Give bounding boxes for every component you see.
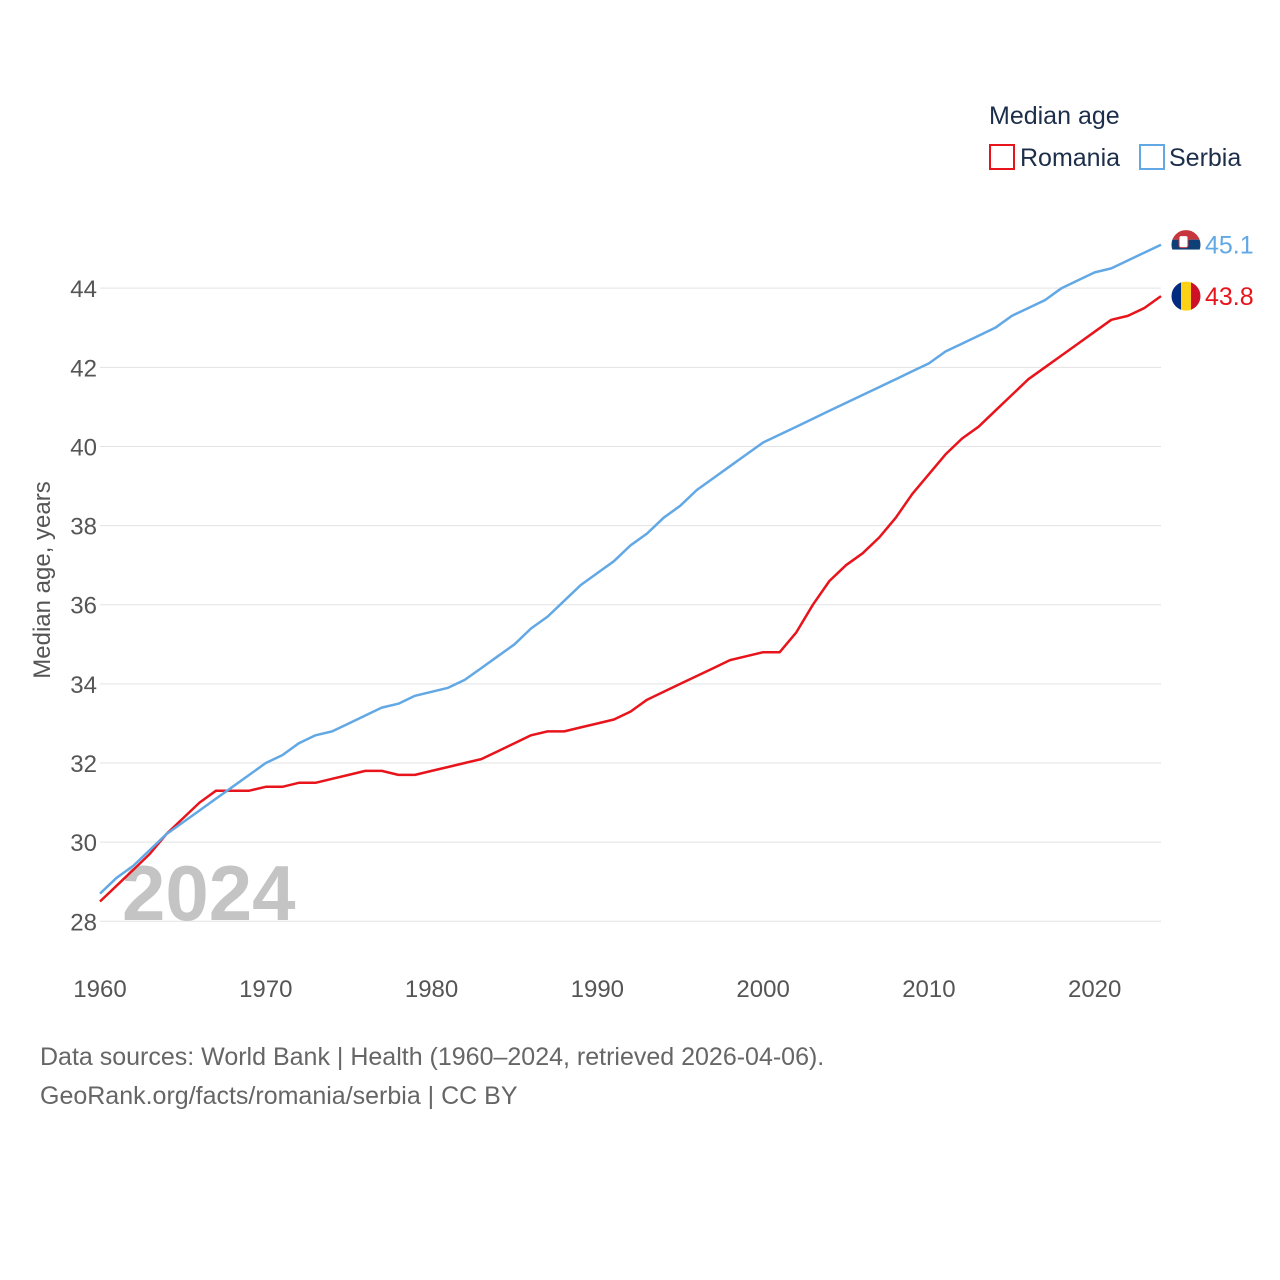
series-line-romania[interactable] [99,295,1162,903]
y-axis-title: Median age, years [29,481,56,678]
y-tick-label-42: 42 [70,355,97,382]
source-link[interactable]: GeoRank.org/facts/romania/serbia | CC BY [40,1082,518,1110]
series-lines [99,243,1162,903]
legend-title: Median age [989,102,1120,130]
legend: Median age Romania Serbia [989,102,1241,172]
romania-flag-icon [1170,280,1202,312]
end-value-label-serbia: 45.1 [1205,232,1254,260]
end-value-label-romania: 43.8 [1205,283,1254,311]
x-tick-label-1990: 1990 [571,976,624,1003]
x-tick-label-2020: 2020 [1068,976,1121,1003]
y-tick-label-28: 28 [70,909,97,936]
legend-swatch-romania [989,144,1015,170]
x-tick-label-1960: 1960 [73,976,126,1003]
x-axis-ticks: 1960 1970 1980 1990 2000 2010 2020 [73,976,1121,1003]
y-tick-label-44: 44 [70,276,97,303]
x-tick-label-2010: 2010 [902,976,955,1003]
y-tick-label-34: 34 [70,672,97,699]
y-tick-label-40: 40 [70,434,97,461]
x-tick-label-1970: 1970 [239,976,292,1003]
legend-label-serbia: Serbia [1169,144,1241,172]
legend-item-romania[interactable]: Romania [989,144,1120,172]
x-tick-label-2000: 2000 [736,976,789,1003]
y-tick-label-38: 38 [70,514,97,541]
year-watermark: 2024 [122,849,296,937]
y-tick-label-32: 32 [70,751,97,778]
y-tick-label-30: 30 [70,830,97,857]
serbia-flag-icon [1170,229,1202,261]
y-tick-label-36: 36 [70,593,97,620]
legend-item-serbia[interactable]: Serbia [1139,144,1241,172]
data-sources-note: Data sources: World Bank | Health (1960–… [40,1043,825,1071]
x-tick-label-1980: 1980 [405,976,458,1003]
gridlines [100,287,1161,922]
series-end-labels: 43.8 45.1 [1170,229,1254,312]
legend-swatch-serbia [1139,144,1165,170]
y-axis-ticks: 28 30 32 34 36 38 40 42 44 [70,276,97,936]
legend-label-romania: Romania [1020,144,1120,172]
series-line-serbia[interactable] [99,243,1162,895]
